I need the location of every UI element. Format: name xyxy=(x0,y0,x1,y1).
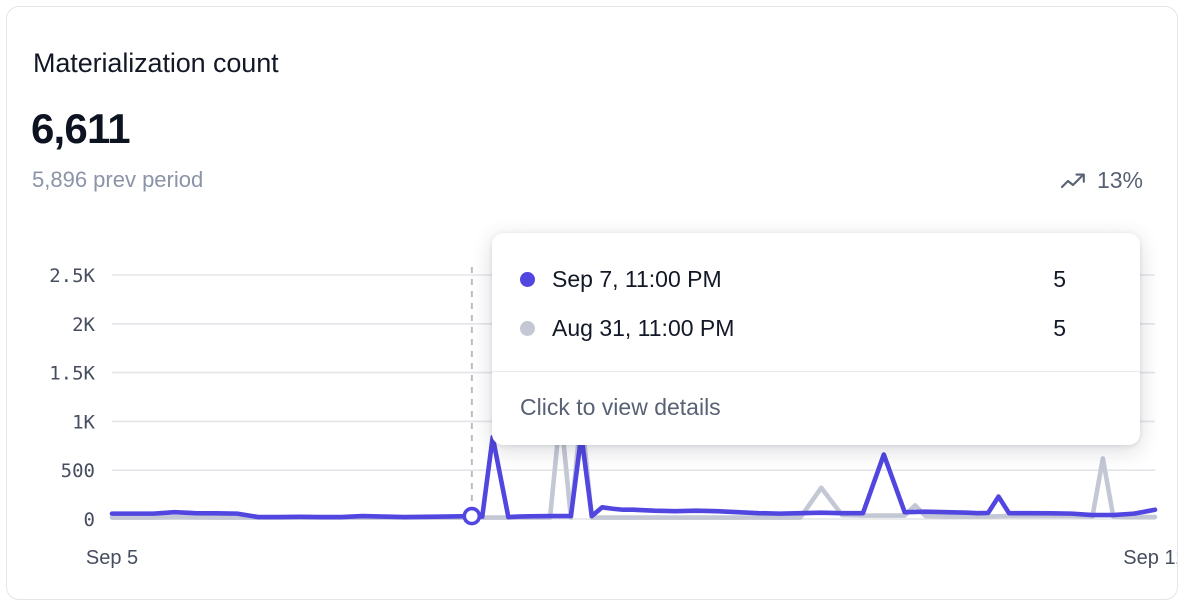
y-axis-tick-label: 1.5K xyxy=(49,363,95,385)
tooltip-row: Aug 31, 11:00 PM 5 xyxy=(520,304,1112,353)
metric-card: Materialization count 6,611 5,896 prev p… xyxy=(6,6,1178,600)
series-line xyxy=(109,432,1158,520)
series-color-dot xyxy=(520,321,535,336)
metric-value: 6,611 xyxy=(31,105,131,152)
tooltip-footer[interactable]: Click to view details xyxy=(520,394,721,420)
tooltip-rows: Sep 7, 11:00 PM 5 Aug 31, 11:00 PM 5 xyxy=(492,233,1140,371)
tooltip-row-label: Sep 7, 11:00 PM xyxy=(552,266,722,292)
tooltip-divider xyxy=(492,371,1140,372)
delta-label: 13% xyxy=(1096,167,1143,193)
page-title: Materialization count xyxy=(33,48,279,78)
y-axis-tick-label: 0 xyxy=(84,509,95,531)
y-axis-tick-label: 1K xyxy=(72,411,95,433)
y-axis-tick-label: 2K xyxy=(72,314,95,336)
y-axis-tick-label: 500 xyxy=(61,460,95,482)
tooltip-row-label: Aug 31, 11:00 PM xyxy=(552,315,735,341)
series-color-dot xyxy=(520,272,535,287)
tooltip-row-value: 5 xyxy=(1053,315,1066,341)
chart-tooltip[interactable]: Sep 7, 11:00 PM 5 Aug 31, 11:00 PM 5 Click … xyxy=(492,233,1140,445)
delta-indicator: 13% xyxy=(1060,167,1143,194)
x-axis-tick-label: Sep 5 xyxy=(86,547,138,569)
trend-up-icon xyxy=(1060,172,1088,190)
x-axis-tick-label: Sep 12 xyxy=(1123,547,1178,569)
prev-period-label: 5,896 prev period xyxy=(32,167,204,192)
y-axis-tick-label: 2.5K xyxy=(49,265,95,287)
tooltip-row-value: 5 xyxy=(1053,266,1066,292)
tooltip-row: Sep 7, 11:00 PM 5 xyxy=(520,255,1112,304)
hover-point-marker xyxy=(462,506,482,526)
